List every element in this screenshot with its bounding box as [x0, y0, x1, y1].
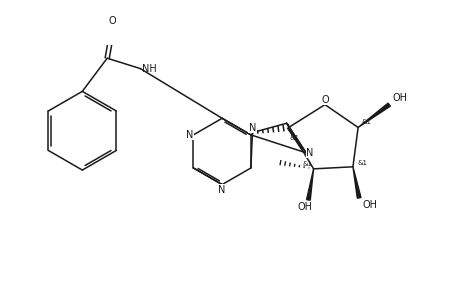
Text: &1: &1 [361, 119, 371, 125]
Polygon shape [358, 103, 390, 127]
Text: &1: &1 [303, 161, 312, 167]
Text: OH: OH [392, 93, 407, 103]
Text: OH: OH [298, 202, 313, 212]
Text: O: O [321, 95, 329, 105]
Text: N: N [186, 130, 193, 140]
Text: O: O [108, 16, 116, 26]
Text: &1: &1 [357, 160, 367, 166]
Polygon shape [306, 169, 313, 200]
Text: OH: OH [362, 200, 377, 210]
Text: N: N [219, 185, 226, 195]
Polygon shape [353, 167, 361, 198]
Text: N: N [306, 148, 313, 158]
Text: N: N [249, 122, 256, 133]
Text: NH: NH [142, 64, 157, 74]
Text: &1: &1 [290, 135, 300, 141]
